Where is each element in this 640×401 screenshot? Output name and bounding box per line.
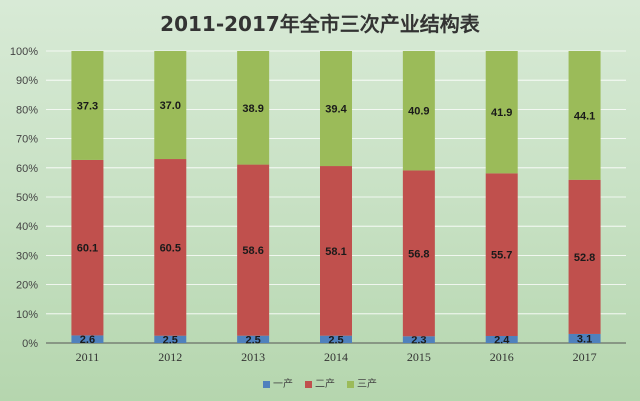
data-label: 37.3 xyxy=(77,100,98,112)
data-label: 2.4 xyxy=(494,334,510,346)
y-tick-label: 20% xyxy=(16,280,38,292)
data-label: 2.5 xyxy=(163,334,178,346)
legend-label: 二产 xyxy=(315,379,335,390)
data-label: 2.3 xyxy=(411,335,426,347)
y-tick-label: 40% xyxy=(16,221,38,233)
data-label: 2.5 xyxy=(245,334,260,346)
legend-swatch xyxy=(305,380,312,388)
bar-segment xyxy=(71,159,104,336)
data-label: 58.6 xyxy=(242,245,263,257)
data-label: 38.9 xyxy=(242,103,263,115)
bar-segment xyxy=(402,170,435,337)
legend-label: 一产 xyxy=(273,379,293,390)
bar-segment xyxy=(71,335,104,343)
data-label: 44.1 xyxy=(574,110,595,122)
legend-item: 二产 xyxy=(305,375,335,390)
bar-segment xyxy=(320,51,352,167)
x-tick-label: 2014 xyxy=(324,350,348,364)
bar-segment xyxy=(568,51,601,180)
bar-segment xyxy=(320,166,352,336)
data-label: 2.5 xyxy=(328,334,343,346)
bar-segment xyxy=(485,51,518,174)
y-tick-label: 0% xyxy=(22,338,38,350)
bar-segment xyxy=(402,336,435,343)
x-tick-label: 2012 xyxy=(158,350,182,364)
data-label: 41.9 xyxy=(491,107,512,119)
legend-label: 三产 xyxy=(357,379,377,390)
data-label: 39.4 xyxy=(325,104,347,116)
data-label: 56.8 xyxy=(408,248,429,260)
bar-segment xyxy=(320,335,352,343)
bar-segment xyxy=(568,179,601,334)
bar-segment xyxy=(237,335,270,343)
x-tick-label: 2013 xyxy=(241,350,265,364)
x-tick-label: 2015 xyxy=(407,350,431,364)
chart-title: 2011-2017年全市三次产业结构表 xyxy=(160,12,480,36)
data-label: 37.0 xyxy=(160,100,181,112)
bar-segment xyxy=(71,51,104,160)
bar-segment xyxy=(485,335,518,343)
legend: 一产 二产 三产 xyxy=(0,375,640,390)
data-label: 2.6 xyxy=(80,334,95,346)
bar-segment xyxy=(154,335,187,343)
y-tick-label: 30% xyxy=(16,250,38,262)
bar-segment xyxy=(568,333,601,343)
data-label: 60.5 xyxy=(160,242,181,254)
y-tick-label: 10% xyxy=(16,309,38,321)
bar-segment xyxy=(154,159,187,336)
y-tick-label: 100% xyxy=(10,46,38,58)
data-label: 40.9 xyxy=(408,106,429,118)
y-tick-label: 70% xyxy=(16,134,38,146)
data-label: 52.8 xyxy=(574,252,595,264)
bar-segment xyxy=(485,173,518,336)
data-label: 3.1 xyxy=(577,333,592,345)
data-label: 60.1 xyxy=(77,243,98,255)
legend-swatch xyxy=(263,380,270,388)
legend-swatch xyxy=(347,380,354,388)
bar-segment xyxy=(154,51,187,160)
legend-item: 三产 xyxy=(347,375,377,390)
x-tick-label: 2011 xyxy=(76,350,100,364)
bar-segment xyxy=(237,51,270,165)
y-tick-label: 50% xyxy=(16,192,38,204)
legend-item: 一产 xyxy=(263,375,293,390)
y-tick-label: 60% xyxy=(16,163,38,175)
bar-segment xyxy=(402,51,435,171)
y-tick-label: 90% xyxy=(16,75,38,87)
x-tick-label: 2017 xyxy=(573,350,597,364)
y-tick-label: 80% xyxy=(16,104,38,116)
data-label: 55.7 xyxy=(491,250,512,262)
x-tick-label: 2016 xyxy=(490,350,514,364)
data-label: 58.1 xyxy=(325,246,346,258)
bar-segment xyxy=(237,164,270,336)
